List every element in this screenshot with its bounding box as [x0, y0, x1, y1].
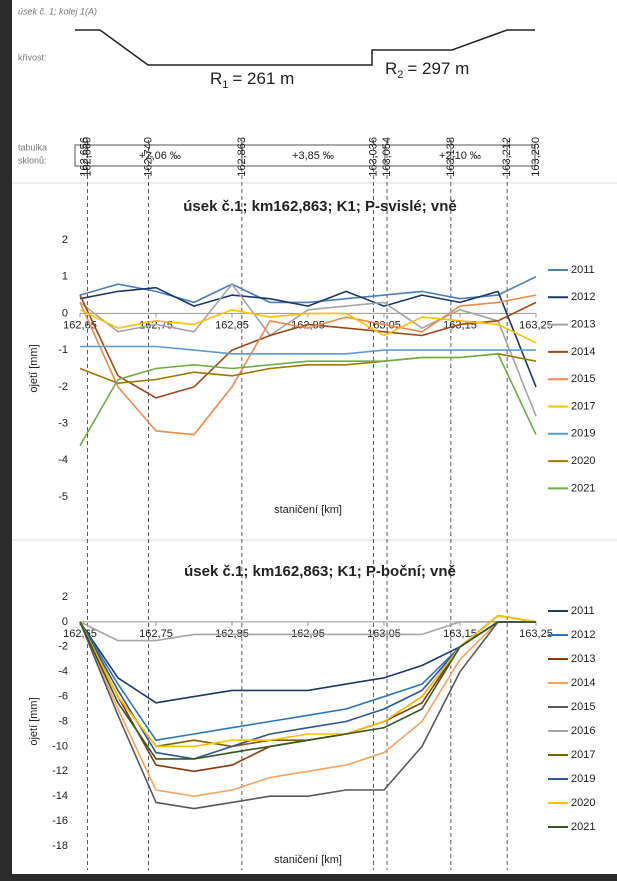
y-tick-label: -4 — [58, 666, 68, 678]
legend-label: 2019 — [571, 428, 595, 440]
y-tick-label: 2 — [62, 591, 68, 603]
legend-label: 2014 — [571, 677, 595, 689]
x-tick-label: 163,25 — [519, 319, 553, 331]
x-axis-label: staničení [km] — [274, 504, 342, 516]
y-tick-label: -6 — [58, 691, 68, 703]
x-tick-label: 163,25 — [519, 628, 553, 640]
legend-label: 2021 — [571, 482, 595, 494]
chart-title: úsek č.1; km162,863; K1; P-svislé; vně — [183, 198, 457, 215]
series-line — [79, 621, 536, 760]
radius-index: 1 — [222, 79, 228, 91]
radius-index: 2 — [397, 69, 403, 81]
radius-label: R1 = 261 m — [210, 69, 294, 90]
station-label: 162,656 — [78, 137, 90, 177]
series-line — [79, 621, 536, 797]
legend-label: 2016 — [571, 725, 595, 737]
series-line — [80, 345, 536, 355]
legend-label: 2012 — [571, 291, 595, 303]
y-tick-label: -18 — [52, 840, 68, 852]
slope-table-label: sklonů: — [18, 155, 47, 165]
slope-table — [74, 144, 536, 167]
legend-label: 2017 — [571, 749, 595, 761]
radius-text: = 261 m — [232, 69, 294, 88]
curvature-label: křivost: — [18, 52, 47, 62]
legend-label: 2017 — [571, 400, 595, 412]
legend-label: 2015 — [571, 701, 595, 713]
y-axis-label: ojetí [mm] — [28, 344, 40, 392]
diagram-title: úsek č. 1; kolej 1(A) — [18, 6, 97, 16]
slope-value: +3,85 ‰ — [292, 150, 334, 162]
x-tick-label: 163,15 — [443, 628, 477, 640]
legend-label: 2013 — [571, 653, 595, 665]
series-line — [79, 621, 536, 810]
radius-text: = 297 m — [407, 59, 469, 78]
curvature-line — [75, 29, 535, 66]
y-tick-label: -8 — [58, 715, 68, 727]
x-axis-label: staničení [km] — [274, 854, 342, 866]
y-tick-label: -14 — [52, 790, 68, 802]
legend-label: 2019 — [571, 773, 595, 785]
y-tick-label: 2 — [62, 234, 68, 246]
series-line — [79, 275, 537, 304]
legend-label: 2020 — [571, 455, 595, 467]
radius-letter: R — [385, 59, 397, 78]
series-line — [79, 283, 537, 417]
y-tick-label: -2 — [58, 381, 68, 393]
radius-label: R2 = 297 m — [385, 59, 469, 80]
legend-label: 2020 — [571, 797, 595, 809]
series-line — [79, 286, 537, 388]
legend-label: 2015 — [571, 373, 595, 385]
station-label: 163,250 — [530, 137, 542, 177]
legend-label: 2012 — [571, 629, 595, 641]
legend-label: 2013 — [571, 319, 595, 331]
y-tick-label: -2 — [58, 641, 68, 653]
y-axis-label: ojetí [mm] — [28, 697, 40, 745]
legend-label: 2011 — [571, 264, 595, 276]
slope-table-label: tabulka — [18, 142, 47, 152]
y-tick-label: -1 — [58, 344, 68, 356]
series-line — [79, 309, 537, 344]
y-tick-label: 0 — [62, 616, 68, 628]
x-tick-label: 162,95 — [291, 319, 325, 331]
slope-value: +2,10 ‰ — [439, 150, 481, 162]
series-line — [79, 294, 537, 399]
series-line — [79, 621, 536, 642]
y-tick-label: -3 — [58, 417, 68, 429]
y-tick-label: 0 — [62, 307, 68, 319]
legend-label: 2011 — [571, 605, 595, 617]
series-line — [79, 353, 537, 446]
y-tick-label: -16 — [52, 815, 68, 827]
legend-label: 2014 — [571, 346, 595, 358]
y-tick-label: 1 — [62, 271, 68, 283]
panel — [12, 0, 617, 874]
chart-title: úsek č.1; km162,863; K1; P-boční; vně — [184, 563, 456, 580]
y-tick-label: -5 — [58, 491, 68, 503]
x-tick-label: 162,75 — [139, 628, 173, 640]
legend-label: 2021 — [571, 821, 595, 833]
slope-value: +2,06 ‰ — [139, 150, 181, 162]
radius-letter: R — [210, 69, 222, 88]
y-tick-label: -12 — [52, 765, 68, 777]
x-tick-label: 162,85 — [215, 319, 249, 331]
y-tick-label: -10 — [52, 740, 68, 752]
y-tick-label: -4 — [58, 454, 68, 466]
series-line — [79, 294, 537, 436]
